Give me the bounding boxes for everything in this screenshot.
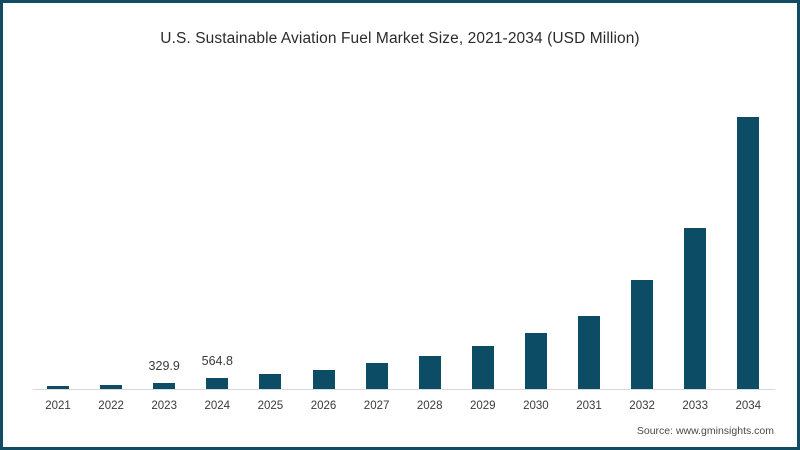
x-tick-2028: 2028 [416, 400, 443, 412]
x-tick-2034: 2034 [735, 400, 762, 412]
source-attribution: Source: www.gminsights.com [636, 425, 774, 437]
x-axis-line [33, 389, 775, 390]
bar-2028 [418, 355, 441, 389]
x-tick-2030: 2030 [523, 400, 549, 412]
x-tick-2024: 2024 [204, 400, 231, 412]
x-tick-2031: 2031 [576, 400, 602, 412]
bar-2025 [259, 373, 282, 389]
bar-2033 [684, 227, 707, 389]
x-tick-2027: 2027 [363, 400, 390, 412]
x-tick-2032: 2032 [629, 400, 655, 412]
bar-2032 [631, 280, 654, 389]
x-tick-2033: 2033 [682, 400, 708, 412]
bar-2026 [312, 369, 335, 389]
x-tick-2029: 2029 [470, 400, 496, 412]
x-tick-2026: 2026 [310, 400, 337, 412]
bar-2030 [524, 332, 547, 389]
chart-title: U.S. Sustainable Aviation Fuel Market Si… [160, 30, 640, 47]
x-tick-2021: 2021 [45, 400, 71, 412]
data-label-2023: 329.9 [148, 358, 180, 373]
bar-2024 [206, 378, 229, 389]
bar-2021 [47, 386, 69, 389]
bar-2029 [471, 345, 494, 389]
bar-2027 [365, 363, 388, 389]
data-label-2024: 564.8 [201, 354, 233, 369]
bar-2031 [578, 316, 600, 389]
x-tick-2022: 2022 [98, 400, 124, 412]
x-tick-2023: 2023 [151, 400, 177, 412]
bar-2034 [737, 117, 760, 389]
x-tick-2025: 2025 [257, 400, 284, 412]
inner-frame-border [3, 3, 797, 447]
bar-2023 [153, 382, 176, 389]
bar-2022 [100, 384, 123, 389]
